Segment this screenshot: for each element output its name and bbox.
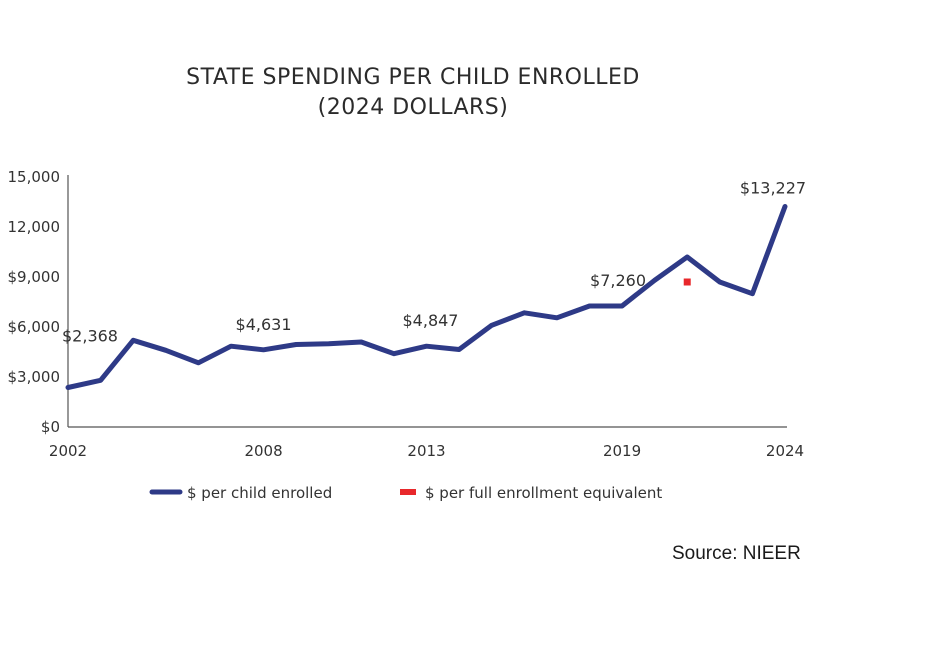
data-point — [163, 348, 168, 353]
data-point — [717, 279, 723, 285]
y-tick-label: 15,000 — [8, 168, 61, 186]
data-point — [782, 204, 788, 209]
data-point — [261, 347, 266, 353]
data-label: $4,847 — [403, 311, 459, 330]
axes — [67, 175, 787, 428]
x-tick-label: 2019 — [603, 442, 641, 460]
y-tick-label: $0 — [41, 418, 60, 436]
y-tick-label: $9,000 — [8, 268, 61, 286]
tick-labels: $0 $3,000 $6,000 $9,000 12,000 15,000 2002 2008… — [8, 168, 805, 460]
legend-label-per-child-enrolled: $ per child enrolled — [187, 484, 332, 502]
chart-figure: STATE SPENDING PER CHILD ENROLLED (2024 … — [7, 65, 807, 564]
x-tick-label: 2013 — [407, 442, 445, 460]
data-point — [489, 323, 494, 328]
data-point — [619, 303, 625, 309]
source-note: Source: NIEER — [672, 543, 801, 564]
legend-swatch-full-enrollment — [400, 489, 416, 495]
data-point — [652, 278, 657, 283]
chart-title: STATE SPENDING PER CHILD ENROLLED — [186, 65, 640, 90]
data-labels: $2,368 $4,631 $4,847 $7,260 $13,227 — [62, 179, 806, 346]
data-point — [130, 338, 136, 343]
data-point — [228, 343, 234, 349]
x-tick-label: 2024 — [766, 442, 804, 460]
data-point — [424, 344, 429, 349]
chart-subtitle: (2024 DOLLARS) — [318, 95, 509, 120]
series-line-per-child-enrolled — [65, 204, 788, 390]
data-point — [293, 342, 299, 347]
data-point — [587, 303, 592, 309]
data-point — [522, 310, 527, 316]
data-point — [685, 254, 690, 260]
x-tick-label: 2008 — [244, 442, 282, 460]
data-point — [456, 347, 462, 352]
data-point — [98, 378, 103, 383]
full-enrollment-point — [683, 278, 691, 286]
data-label: $4,631 — [236, 315, 292, 334]
y-tick-label: $3,000 — [8, 368, 61, 386]
data-point — [196, 360, 201, 366]
data-point — [554, 315, 560, 321]
data-point — [750, 291, 755, 296]
legend-label-full-enrollment: $ per full enrollment equivalent — [425, 484, 662, 502]
data-label: $2,368 — [62, 327, 118, 346]
legend: $ per child enrolled $ per full enrollmen… — [149, 484, 662, 502]
line-chart: STATE SPENDING PER CHILD ENROLLED (2024 … — [8, 65, 807, 502]
series-lines — [65, 204, 788, 390]
data-label: $13,227 — [740, 179, 806, 198]
x-tick-label: 2002 — [49, 442, 87, 460]
data-label: $7,260 — [590, 271, 646, 290]
data-point — [391, 351, 397, 356]
data-point — [65, 385, 71, 390]
y-tick-label: 12,000 — [8, 218, 61, 236]
y-tick-label: $6,000 — [8, 318, 61, 336]
data-point — [359, 339, 364, 345]
data-point — [326, 341, 331, 346]
